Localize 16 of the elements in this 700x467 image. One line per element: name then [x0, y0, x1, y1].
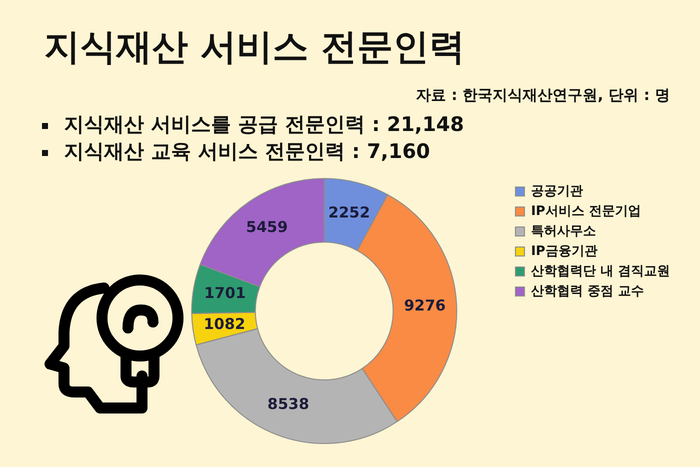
data-label: 1082 — [204, 314, 246, 333]
legend-label: 산학협력단 내 겸직교원 — [530, 264, 670, 279]
data-label: 9276 — [404, 296, 446, 315]
data-label: 2252 — [328, 203, 370, 222]
text: 지식재산 서비스를 공급 전문인력 : 21,148 — [64, 112, 464, 136]
data-label: 1701 — [204, 284, 246, 302]
chart-title: 지식재산 서비스 전문인력 — [44, 26, 466, 70]
legend-label: 공공기관 — [530, 184, 583, 199]
legend-label: IP금융기관 — [530, 244, 598, 259]
text: 지식재산 교육 서비스 전문인력 : 7,160 — [64, 139, 430, 163]
data-label: 8538 — [267, 394, 310, 413]
data-label: 5459 — [246, 218, 288, 236]
legend-label: 특허사무소 — [530, 224, 596, 239]
text: 자료 : 한국지식재산연구원, 단위 : 명 — [416, 86, 670, 105]
legend-label: IP서비스 전문기업 — [530, 204, 641, 219]
legend-label: 산학협력 중점 교수 — [530, 284, 644, 299]
